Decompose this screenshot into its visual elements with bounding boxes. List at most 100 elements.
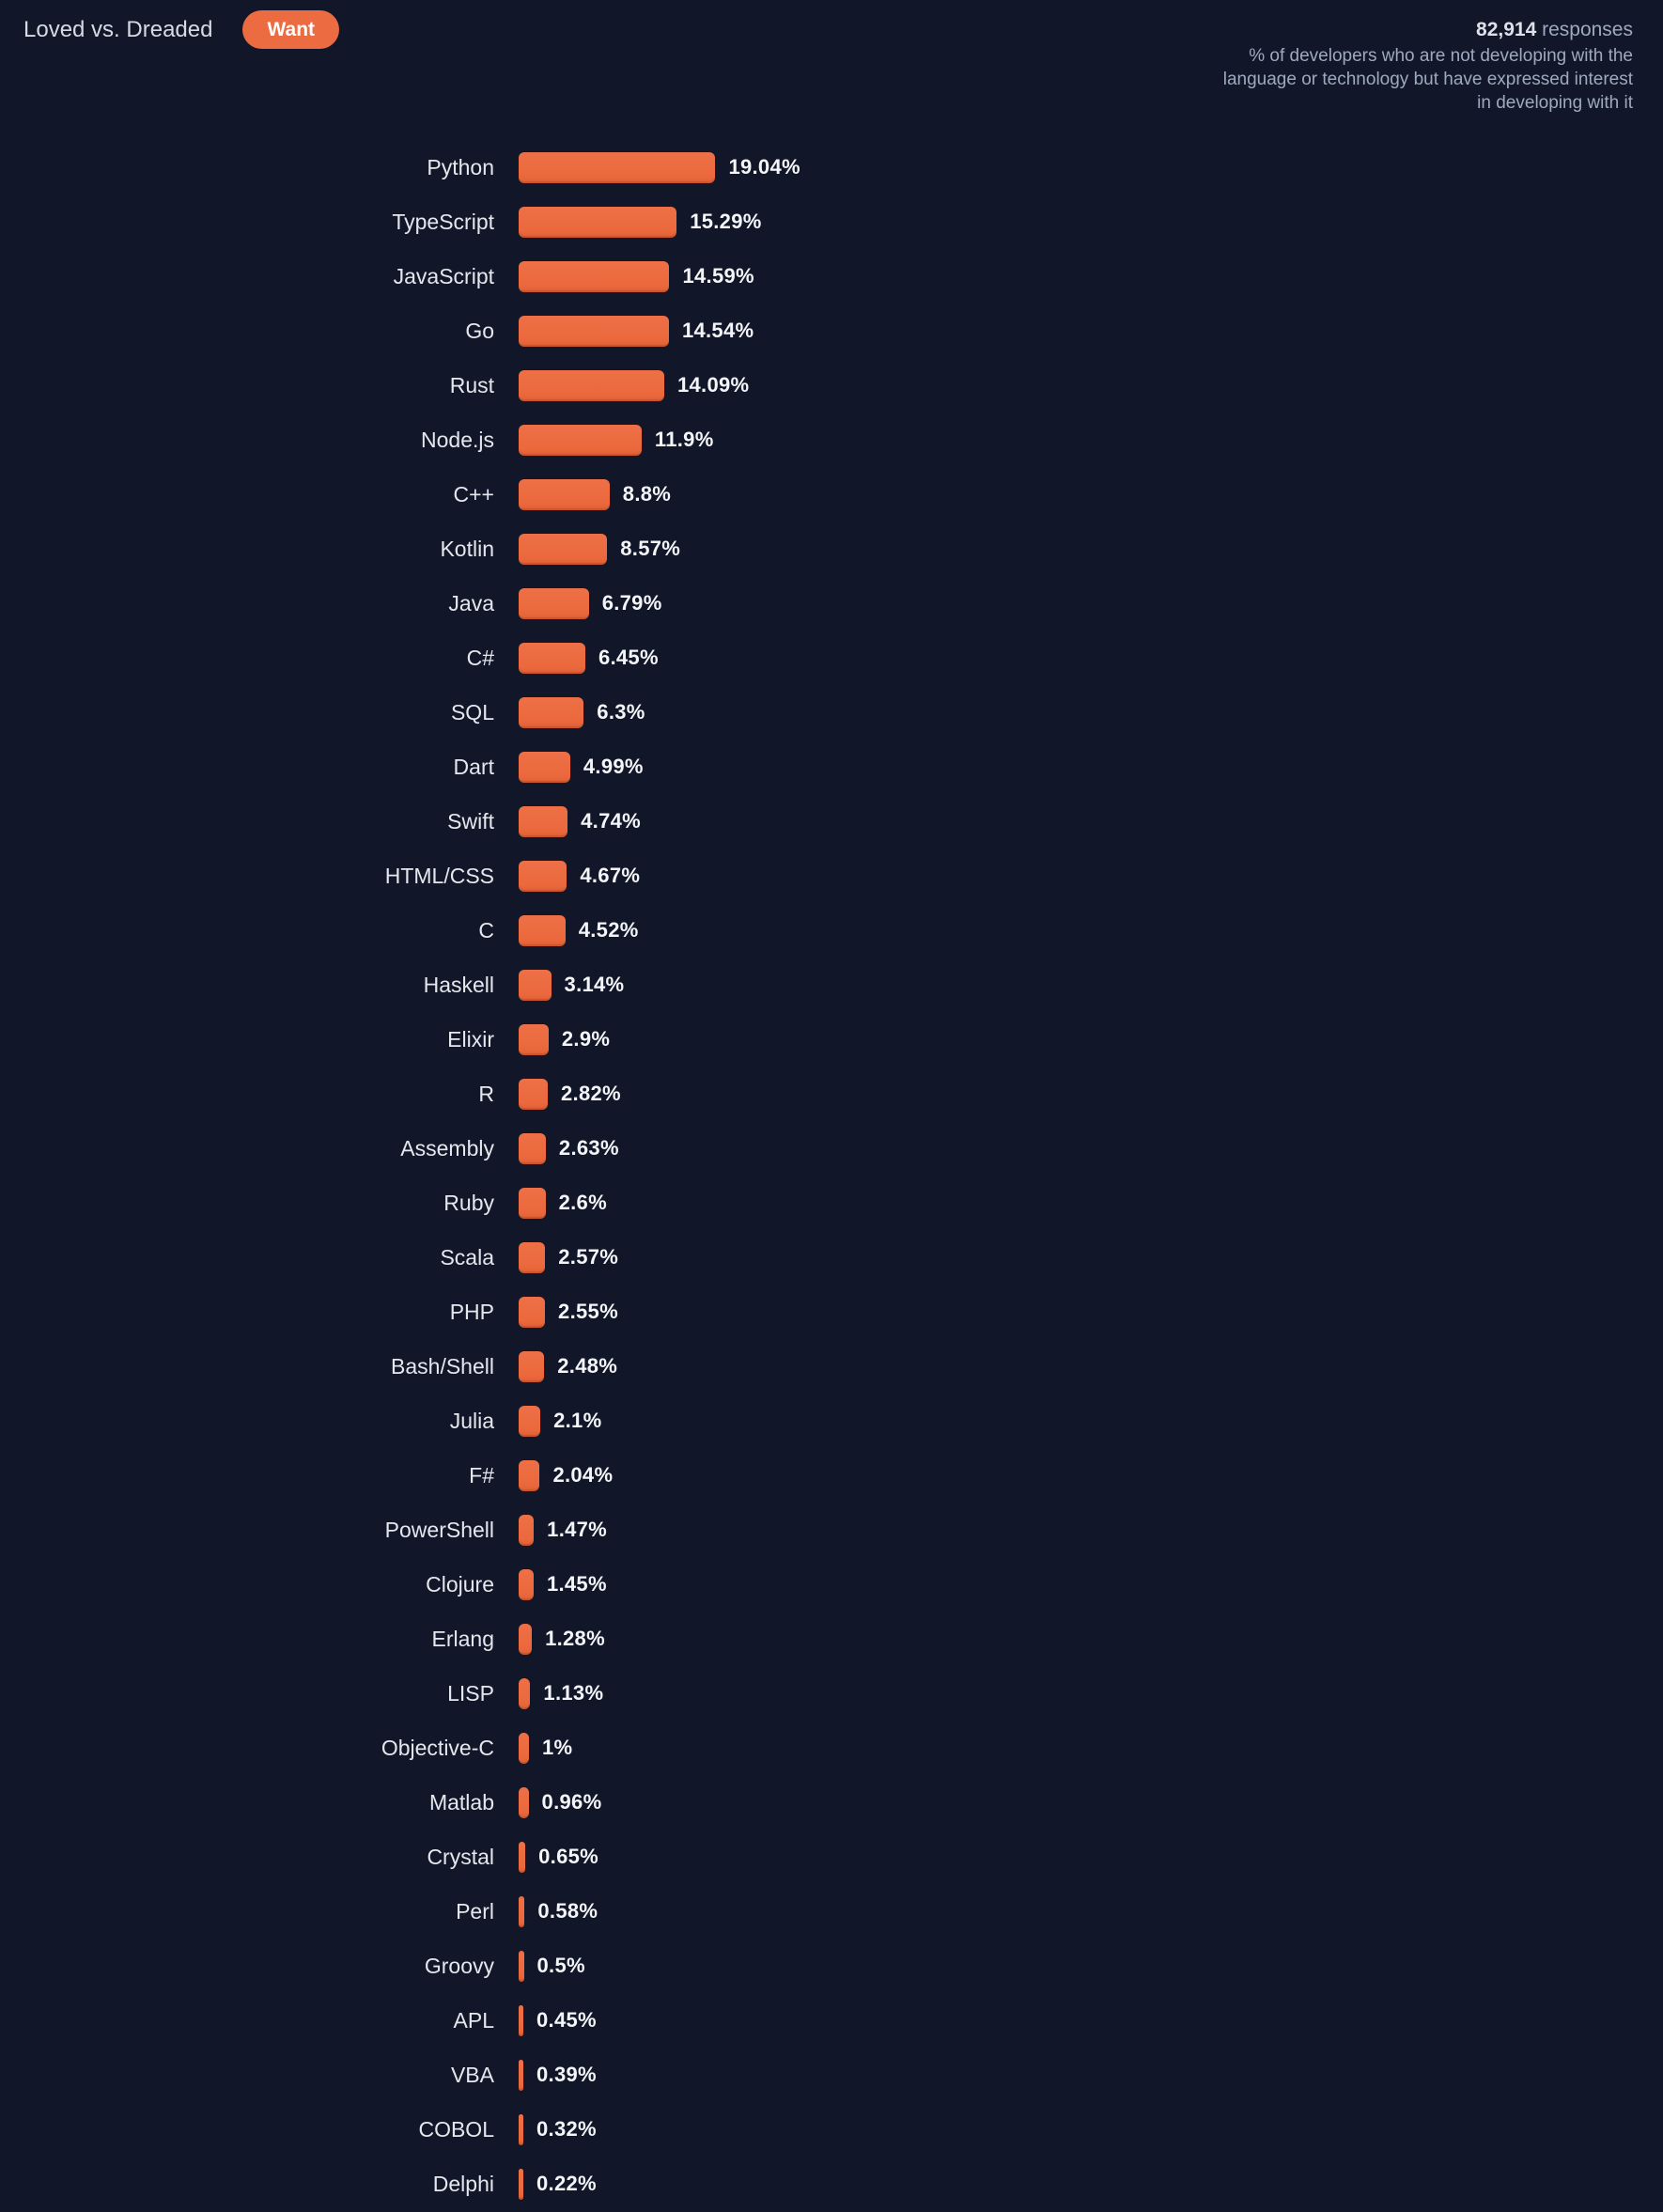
bar[interactable] [519, 1568, 534, 1600]
value-label: 0.65% [538, 1845, 599, 1868]
bar[interactable] [519, 260, 670, 292]
value-label: 4.74% [581, 809, 642, 833]
bar[interactable] [519, 1677, 531, 1709]
value-label: 3.14% [564, 973, 625, 996]
bar-row: Rust 14.09% [0, 358, 1663, 413]
value-label: 6.79% [601, 591, 662, 615]
responses-label: responses [1536, 19, 1633, 40]
bar[interactable] [519, 751, 570, 783]
bar[interactable] [519, 805, 568, 837]
category-label: Clojure [426, 1571, 494, 1597]
bar[interactable] [519, 1023, 549, 1055]
value-label: 15.29% [690, 210, 762, 233]
category-label: VBA [450, 2062, 494, 2087]
view-toggle: Loved vs. Dreaded Want [23, 10, 340, 49]
bar[interactable] [519, 1296, 546, 1328]
category-label: Python [427, 154, 494, 179]
value-label: 2.6% [558, 1191, 607, 1214]
category-label: R [478, 1081, 494, 1106]
bar[interactable] [519, 315, 669, 347]
bar[interactable] [519, 587, 589, 619]
category-label: Matlab [428, 1789, 494, 1815]
value-label: 2.48% [557, 1354, 618, 1378]
toggle-loved-vs-dreaded[interactable]: Loved vs. Dreaded [23, 16, 213, 42]
bar[interactable] [519, 1514, 535, 1546]
bar[interactable] [519, 1241, 546, 1273]
category-label: Assembly [400, 1135, 494, 1161]
bar-row: TypeScript 15.29% [0, 195, 1663, 249]
bar[interactable] [519, 1841, 526, 1873]
category-label: Julia [449, 1408, 494, 1433]
bar[interactable] [519, 860, 567, 892]
category-label: Dart [453, 754, 494, 779]
category-label: Objective-C [381, 1735, 494, 1760]
bar[interactable] [519, 478, 610, 510]
value-label: 1% [542, 1736, 573, 1759]
bar-row: Scala 2.57% [0, 1230, 1663, 1285]
bar[interactable] [519, 2004, 523, 2036]
bar-row: PowerShell 1.47% [0, 1503, 1663, 1557]
value-label: 1.13% [543, 1681, 604, 1705]
bar-row: Dart 4.99% [0, 740, 1663, 794]
bar[interactable] [519, 151, 716, 183]
bar[interactable] [519, 1895, 525, 1927]
bar-row: Bash/Shell 2.48% [0, 1339, 1663, 1394]
bar[interactable] [519, 1623, 533, 1655]
value-label: 6.45% [598, 646, 659, 669]
category-label: Erlang [431, 1626, 494, 1651]
bar-row: Groovy 0.5% [0, 1939, 1663, 1993]
responses-line: 82,914 responses [1223, 19, 1633, 41]
value-label: 0.45% [536, 2008, 597, 2032]
bar-row: Kotlin 8.57% [0, 522, 1663, 576]
bar[interactable] [519, 424, 642, 456]
category-label: Bash/Shell [391, 1353, 494, 1379]
category-label: Crystal [427, 1844, 494, 1869]
bar[interactable] [519, 1132, 546, 1164]
bar[interactable] [519, 1187, 546, 1219]
category-label: TypeScript [392, 209, 494, 234]
bar[interactable] [519, 206, 677, 238]
value-label: 14.54% [681, 319, 754, 342]
bar[interactable] [519, 1078, 549, 1110]
value-label: 1.47% [547, 1518, 608, 1541]
category-label: Go [465, 318, 494, 343]
bar[interactable] [519, 1350, 545, 1382]
bar[interactable] [519, 533, 608, 565]
value-label: 2.1% [553, 1409, 602, 1432]
bar[interactable] [519, 914, 566, 946]
value-label: 11.9% [654, 428, 714, 451]
bar[interactable] [519, 2113, 523, 2145]
bar[interactable] [519, 969, 552, 1001]
bar-chart: Python 19.04% TypeScript 15.29% JavaScri… [0, 140, 1663, 2211]
bar-row: Matlab 0.96% [0, 1775, 1663, 1830]
bar[interactable] [519, 642, 585, 674]
value-label: 14.09% [676, 373, 750, 397]
value-label: 1.45% [546, 1572, 607, 1596]
bar[interactable] [519, 2168, 523, 2200]
bar-row: C 4.52% [0, 903, 1663, 958]
bar[interactable] [519, 369, 664, 401]
bar-row: SQL 6.3% [0, 685, 1663, 740]
category-label: Perl [456, 1898, 494, 1924]
category-label: Kotlin [440, 536, 494, 561]
category-label: COBOL [418, 2116, 494, 2142]
bar[interactable] [519, 1950, 524, 1982]
bar[interactable] [519, 1405, 541, 1437]
value-label: 2.82% [561, 1082, 621, 1105]
bar-row: Julia 2.1% [0, 1394, 1663, 1448]
bar[interactable] [519, 1732, 529, 1764]
bar[interactable] [519, 2059, 523, 2091]
bar-row: Crystal 0.65% [0, 1830, 1663, 1884]
bar[interactable] [519, 1459, 540, 1491]
bar-row: C# 6.45% [0, 631, 1663, 685]
bar-row: F# 2.04% [0, 1448, 1663, 1503]
bar-row: Python 19.04% [0, 140, 1663, 195]
value-label: 8.8% [622, 482, 672, 506]
bar[interactable] [519, 1786, 529, 1818]
bar-row: PHP 2.55% [0, 1285, 1663, 1339]
toggle-want-button[interactable]: Want [242, 10, 340, 49]
bar[interactable] [519, 696, 584, 728]
value-label: 2.04% [552, 1463, 614, 1487]
category-label: F# [469, 1462, 494, 1488]
category-label: APL [453, 2007, 494, 2033]
